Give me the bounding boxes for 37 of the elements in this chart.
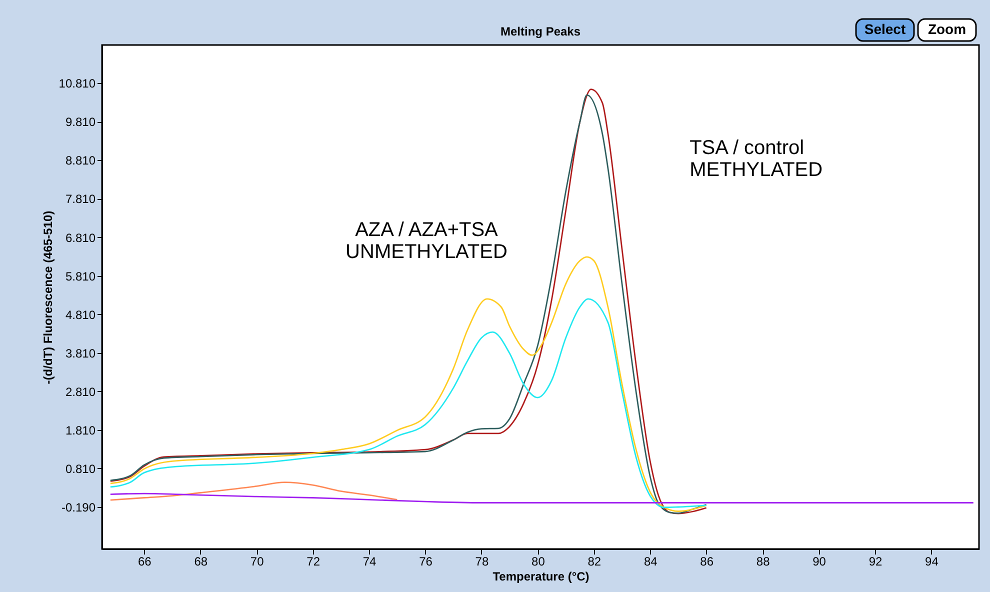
y-tick-label: 2.810 — [65, 384, 96, 399]
x-tick-label: 90 — [812, 554, 826, 568]
line-series — [110, 482, 398, 501]
x-tick-label: 92 — [868, 554, 882, 568]
x-tick-label: 74 — [362, 554, 377, 568]
y-tick-label: 1.810 — [65, 423, 96, 438]
x-tick-label: 86 — [700, 554, 714, 568]
x-tick-label: 68 — [194, 554, 208, 568]
y-tick-label: 10.810 — [58, 76, 96, 91]
y-tick-label: 5.810 — [65, 269, 96, 284]
y-tick-label: 0.810 — [65, 462, 96, 476]
x-tick-label: 78 — [475, 554, 489, 568]
y-tick-label: 9.810 — [65, 115, 96, 130]
y-tick-label: 8.810 — [65, 154, 96, 168]
text: Zoom — [928, 21, 966, 37]
x-tick-label: 72 — [306, 554, 320, 568]
annotation: AZA / AZA+TSA UNMETHYLATED — [346, 219, 508, 263]
y-tick-label: 6.810 — [65, 230, 96, 245]
chart-title: Melting Peaks — [500, 24, 581, 38]
annotation: TSA / control METHYLATED — [690, 137, 823, 181]
x-tick-label: 84 — [644, 554, 658, 568]
line-series — [110, 298, 708, 508]
line-series — [110, 492, 974, 504]
y-tick-label: 3.810 — [65, 346, 96, 360]
x-tick-label: 76 — [419, 554, 433, 568]
x-tick-label: 82 — [588, 554, 602, 568]
x-tick-label: 80 — [532, 554, 546, 568]
x-tick-label: 94 — [925, 554, 939, 568]
x-tick-label: 66 — [138, 554, 152, 568]
y-tick-label: -0.190 — [61, 500, 96, 514]
x-tick-label: 88 — [756, 554, 770, 568]
x-axis-title: Temperature (°C) — [492, 570, 590, 584]
y-tick-label: 4.810 — [65, 308, 96, 322]
y-tick-label: 7.810 — [65, 192, 96, 206]
x-tick-label: 70 — [250, 554, 264, 568]
text: Select — [864, 21, 906, 37]
y-axis-title: -(d/dT) Fluorescence (465-510) — [40, 210, 55, 384]
